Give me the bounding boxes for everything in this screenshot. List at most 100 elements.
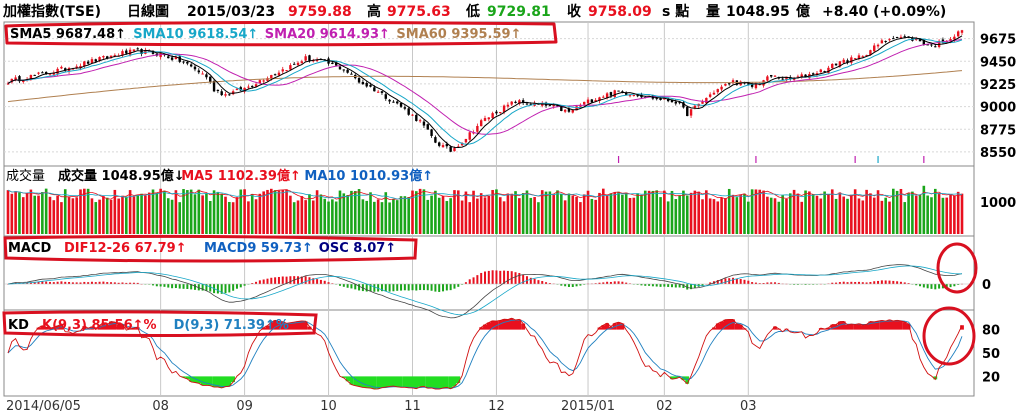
volume-bar xyxy=(262,191,265,234)
macd-osc-bar xyxy=(403,284,406,291)
candle-body xyxy=(678,102,681,104)
volume-tick-label: 1000 xyxy=(980,196,1016,211)
volume-bar xyxy=(464,191,468,234)
volume-bar xyxy=(926,195,929,234)
candle-body xyxy=(594,99,597,102)
macd-osc-bar xyxy=(518,272,521,284)
macd-osc-bar xyxy=(220,284,223,294)
candle-body xyxy=(64,68,67,71)
candle-body xyxy=(792,78,796,80)
price-tick-label: 9450 xyxy=(980,55,1016,70)
macd-osc-bar xyxy=(606,281,609,284)
volume-bar xyxy=(876,190,880,234)
volume-bar xyxy=(71,198,75,234)
macd-osc-bar xyxy=(45,281,48,284)
volume-bar xyxy=(953,195,956,234)
candle-body xyxy=(41,72,44,74)
volume-bar xyxy=(212,190,216,234)
volume-bar xyxy=(506,193,510,234)
candle-body xyxy=(521,100,525,103)
candle-body xyxy=(235,88,239,90)
macd-osc-bar xyxy=(747,280,750,284)
candle-body xyxy=(525,103,529,105)
macd-osc-bar xyxy=(41,281,44,284)
candle-body xyxy=(293,63,296,65)
volume-bar xyxy=(903,202,907,234)
volume-bar xyxy=(86,188,90,234)
macd-osc-bar xyxy=(690,284,693,290)
macd-osc-bar xyxy=(449,284,452,291)
volume-bar xyxy=(861,200,865,234)
candle-body xyxy=(449,146,452,152)
volume-bar xyxy=(518,198,521,234)
macd-osc-bar xyxy=(777,282,780,284)
candle-body xyxy=(716,89,719,93)
macd-osc-bar xyxy=(90,281,93,284)
candle-body xyxy=(834,63,838,66)
macd-osc-bar xyxy=(193,284,196,290)
candle-body xyxy=(949,39,952,42)
macd-osc-bar xyxy=(110,282,113,284)
volume-bar xyxy=(144,195,147,234)
volume-bar xyxy=(147,192,151,234)
candle-body xyxy=(804,74,807,77)
macd-osc-bar xyxy=(235,284,238,289)
macd-osc-bar xyxy=(281,276,284,284)
legend-entry: MACD9 59.73↑ xyxy=(204,241,313,256)
macd-osc-bar xyxy=(442,284,445,292)
macd-osc-bar xyxy=(522,274,525,284)
macd-osc-bar xyxy=(167,284,170,288)
macd-osc-bar xyxy=(835,282,838,284)
volume-bar xyxy=(827,194,830,234)
volume-bar xyxy=(655,190,659,234)
volume-bar xyxy=(705,190,708,234)
macd-osc-bar xyxy=(720,279,723,284)
volume-bar xyxy=(449,198,452,234)
candle-body xyxy=(102,56,105,58)
volume-bar xyxy=(663,190,666,234)
candle-body xyxy=(846,60,849,63)
volume-bar xyxy=(556,190,559,234)
macd-osc-bar xyxy=(541,281,544,284)
macd-osc-bar xyxy=(751,282,754,284)
macd-osc-bar xyxy=(33,281,36,284)
macd-osc-bar xyxy=(491,270,494,284)
candle-body xyxy=(686,107,689,117)
macd-osc-bar xyxy=(277,276,280,284)
macd-osc-bar xyxy=(575,284,578,287)
volume-bar xyxy=(281,189,285,234)
volume-bar xyxy=(834,198,838,234)
volume-bar xyxy=(598,192,601,234)
volume-bar xyxy=(56,195,59,234)
volume-bar xyxy=(18,192,21,234)
candle-body xyxy=(926,44,929,46)
candle-body xyxy=(518,100,521,104)
volume-bar xyxy=(300,196,304,234)
macd-osc-bar xyxy=(701,284,704,286)
candle-body xyxy=(453,148,456,152)
candle-body xyxy=(857,55,861,59)
volume-bar xyxy=(880,200,884,234)
volume-bar xyxy=(315,190,319,234)
macd-osc-bar xyxy=(438,284,441,292)
candle-body xyxy=(655,98,658,100)
legend-entry: OSC 8.07↑ xyxy=(319,241,396,256)
macd-osc-bar xyxy=(411,284,414,291)
candle-body xyxy=(636,95,639,97)
kd-d-line xyxy=(7,319,963,389)
volume-bar xyxy=(228,201,231,234)
macd-osc-bar xyxy=(37,281,40,284)
open-value: 9759.88 xyxy=(288,4,352,20)
candle-body xyxy=(506,104,510,107)
candle-body xyxy=(109,55,113,58)
volume-bar xyxy=(98,199,101,234)
volume-bar xyxy=(651,190,655,234)
candle-body xyxy=(842,59,845,63)
legend-entry: MA5 1102.39億↑ xyxy=(181,168,301,184)
volume-bar xyxy=(498,197,502,234)
candle-body xyxy=(86,61,90,64)
candle-body xyxy=(514,101,517,103)
volume-bar xyxy=(529,197,533,234)
macd-osc-bar xyxy=(476,275,479,284)
